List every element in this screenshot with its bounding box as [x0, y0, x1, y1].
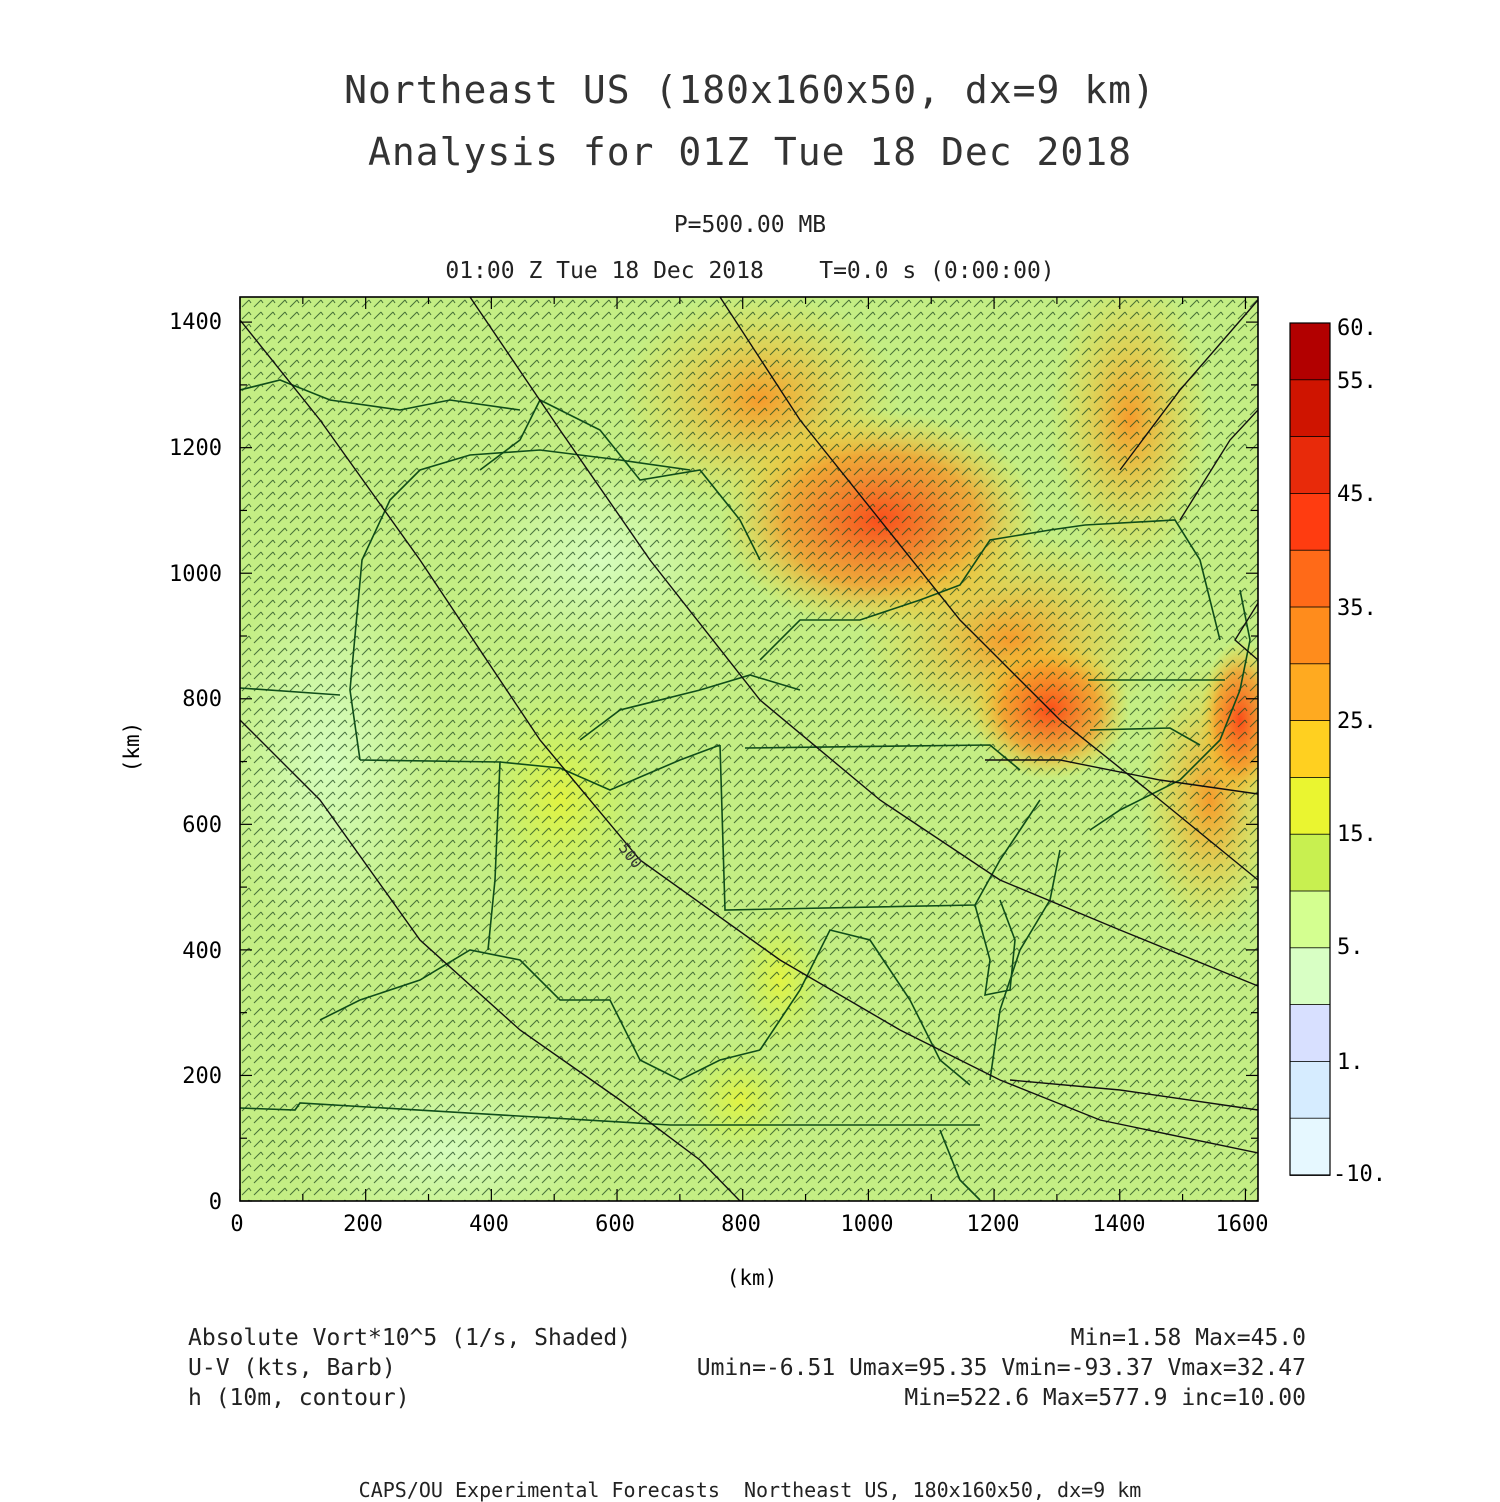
x-tick-label: 1600	[1215, 1212, 1269, 1237]
colorbar-label: 25.	[1337, 709, 1377, 734]
vorticity-shading	[240, 297, 1258, 1201]
x-tick-label: 1000	[840, 1212, 894, 1237]
y-tick-label: 1000	[169, 562, 222, 587]
colorbar-swatch	[1289, 322, 1331, 381]
colorbar-label: 1.	[1337, 1050, 1364, 1075]
x-tick-label: 1200	[966, 1212, 1020, 1237]
legend-contour-field: h (10m, contour)	[188, 1385, 410, 1411]
map-title-line2: Analysis for 01Z Tue 18 Dec 2018	[367, 130, 1133, 174]
x-tick-label: 1400	[1092, 1212, 1146, 1237]
y-tick-label: 1400	[169, 310, 222, 335]
colorbar-label: 5.	[1337, 935, 1364, 960]
colorbar-swatch	[1289, 833, 1331, 892]
x-tick-marks	[239, 297, 1247, 1201]
colorbar-label: 55.	[1337, 369, 1377, 394]
colorbar-swatch	[1289, 947, 1331, 1006]
colorbar-label: 35.	[1337, 596, 1377, 621]
boundaries	[240, 379, 1251, 1201]
colorbar-label: 45.	[1337, 482, 1377, 507]
colorbar-swatch	[1289, 492, 1331, 552]
x-tick-label: 600	[595, 1212, 635, 1237]
x-tick-label: 800	[721, 1212, 761, 1237]
colorbar-swatch	[1289, 1061, 1331, 1120]
y-tick-label: 1200	[169, 436, 222, 461]
legend-shaded-field: Absolute Vort*10^5 (1/s, Shaded)	[188, 1325, 632, 1351]
colorbar-label: -10.	[1333, 1162, 1386, 1187]
colorbar-frame	[1289, 322, 1331, 1176]
legend-barb-field: U-V (kts, Barb)	[188, 1355, 396, 1381]
legend-barb-range: Umin=-6.51 Umax=95.35 Vmin=-93.37 Vmax=3…	[696, 1355, 1306, 1381]
colorbar-swatch	[1289, 663, 1331, 722]
colorbar-label: 15.	[1337, 822, 1377, 847]
y-tick-label: 200	[182, 1064, 222, 1089]
y-tick-label: 600	[182, 813, 222, 838]
colorbar-swatch	[1289, 549, 1331, 608]
x-tick-label: 400	[469, 1212, 509, 1237]
colorbar	[1289, 322, 1331, 1176]
y-axis-label: (km)	[120, 721, 144, 773]
colorbar-swatch	[1289, 890, 1331, 949]
x-tick-label: 200	[343, 1212, 383, 1237]
colorbar-swatch	[1289, 436, 1331, 495]
height-contours	[240, 297, 1258, 1201]
map-title-line1: Northeast US (180x160x50, dx=9 km)	[344, 68, 1156, 112]
colorbar-label: 60.	[1337, 316, 1377, 341]
colorbar-swatch	[1289, 777, 1331, 836]
colorbar-swatch	[1289, 1004, 1331, 1063]
legend-contour-range: Min=522.6 Max=577.9 inc=10.00	[904, 1385, 1306, 1411]
plot-frame	[239, 296, 1259, 1202]
footer-credit: CAPS/OU Experimental Forecasts Northeast…	[358, 1478, 1142, 1502]
y-tick-label: 400	[182, 939, 222, 964]
pressure-level-label: P=500.00 MB	[673, 212, 827, 238]
colorbar-swatch	[1289, 379, 1331, 438]
colorbar-swatch	[1289, 720, 1331, 779]
colorbar-swatch	[1289, 606, 1331, 665]
y-tick-label: 800	[182, 687, 222, 712]
x-tick-label: 0	[230, 1212, 244, 1237]
y-tick-marks	[240, 321, 1258, 1202]
legend-shaded-range: Min=1.58 Max=45.0	[1070, 1325, 1306, 1351]
y-tick-label: 0	[208, 1190, 222, 1215]
valid-time-label: 01:00 Z Tue 18 Dec 2018 T=0.0 s (0:00:00…	[445, 258, 1055, 284]
colorbar-swatch	[1289, 1117, 1331, 1176]
x-axis-label: (km)	[726, 1266, 778, 1290]
